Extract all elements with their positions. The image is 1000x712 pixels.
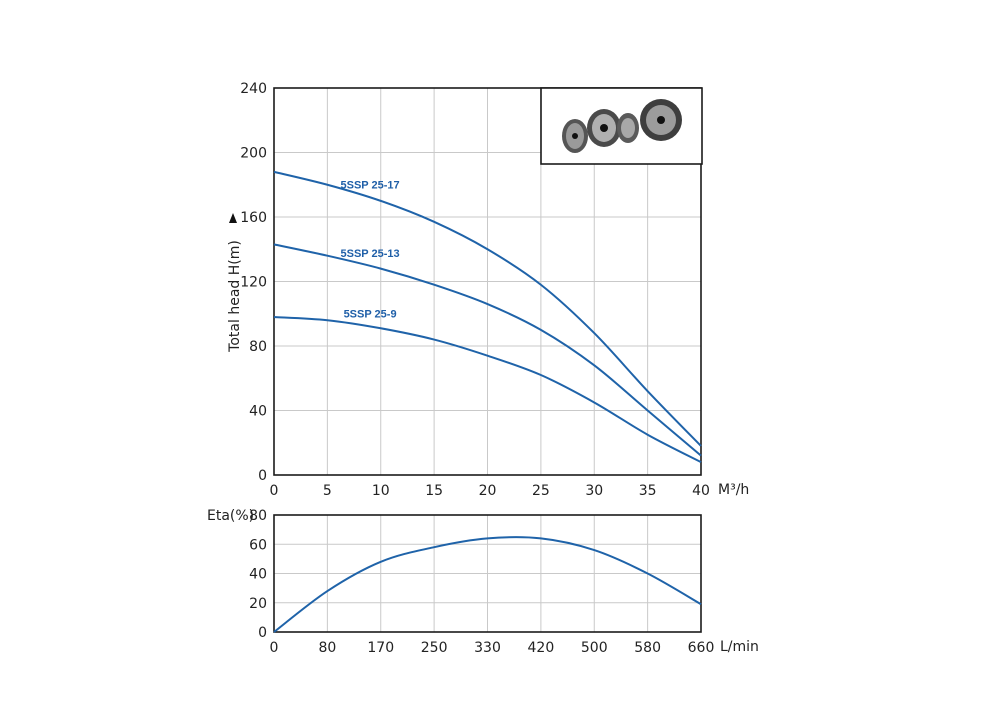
y-tick-label: 120 (240, 275, 267, 291)
y-tick-label: 80 (249, 508, 267, 524)
head-x-axis-unit: M³/h (718, 482, 749, 498)
x-tick-label: 15 (425, 483, 443, 499)
y-tick-label: 20 (249, 596, 267, 612)
x-tick-label: 10 (372, 483, 390, 499)
eta-x-ticks: 0 80 170 250 330 420 500 580 660 (270, 640, 715, 656)
eta-y-axis-title: Eta(%) (207, 508, 254, 524)
x-tick-label: 40 (692, 483, 710, 499)
x-tick-label: 0 (270, 640, 279, 656)
x-tick-label: 5 (323, 483, 332, 499)
head-plot-frame (273, 87, 702, 476)
y-tick-label: 160 (240, 210, 267, 226)
series-label-5ssp-25-17: 5SSP 25-17 (341, 180, 400, 192)
y-tick-label: 240 (240, 81, 267, 97)
head-curves (273, 170, 702, 463)
x-tick-label: 80 (318, 640, 336, 656)
y-tick-label: 40 (249, 404, 267, 420)
x-tick-label: 0 (270, 483, 279, 499)
x-tick-label: 20 (479, 483, 497, 499)
y-tick-label: 0 (258, 468, 267, 484)
x-tick-label: 500 (581, 640, 608, 656)
x-tick-label: 420 (528, 640, 555, 656)
head-y-ticks: 0 40 80 120 160 200 240 (240, 81, 267, 484)
head-y-axis-title: Total head H(m) (227, 240, 243, 353)
head-series-labels: 5SSP 25-17 5SSP 25-13 5SSP 25-9 (341, 180, 400, 321)
y-tick-label: 200 (240, 146, 267, 162)
series-line-5ssp-25-13 (273, 243, 702, 457)
y-tick-label: 60 (249, 537, 267, 553)
eta-y-ticks: 0 20 40 60 80 (249, 508, 267, 641)
x-tick-label: 25 (532, 483, 550, 499)
eta-curves (273, 536, 702, 633)
up-arrow-icon (229, 213, 237, 223)
x-tick-label: 250 (421, 640, 448, 656)
y-tick-label: 0 (258, 625, 267, 641)
head-x-ticks: 0 5 10 15 20 25 30 35 40 (270, 483, 710, 499)
x-tick-label: 330 (474, 640, 501, 656)
y-tick-label: 80 (249, 339, 267, 355)
series-label-5ssp-25-13: 5SSP 25-13 (341, 248, 400, 260)
x-tick-label: 660 (688, 640, 715, 656)
eta-plot-frame (273, 514, 702, 633)
x-tick-label: 580 (634, 640, 661, 656)
series-line-eta (273, 536, 702, 633)
x-tick-label: 30 (585, 483, 603, 499)
series-line-5ssp-25-17 (273, 170, 702, 447)
y-tick-label: 40 (249, 567, 267, 583)
eta-x-axis-unit: L/min (720, 639, 759, 655)
x-tick-label: 170 (367, 640, 394, 656)
impeller-photo (540, 87, 703, 165)
eta-grid (274, 515, 701, 632)
series-line-5ssp-25-9 (273, 315, 702, 463)
series-label-5ssp-25-9: 5SSP 25-9 (344, 309, 397, 321)
x-tick-label: 35 (639, 483, 657, 499)
